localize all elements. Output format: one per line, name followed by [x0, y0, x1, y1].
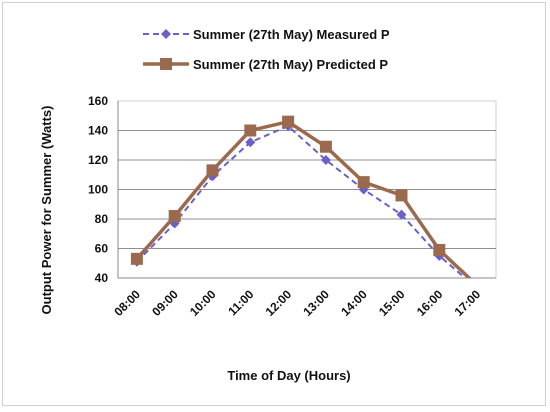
data-point-predicted: [168, 210, 181, 223]
line-chart: Summer (27th May) Measured P Summer (27t…: [39, 27, 497, 383]
data-point-measured: [245, 137, 256, 148]
x-tick-label: 15:00: [376, 287, 408, 319]
x-tick-label: 11:00: [225, 287, 256, 318]
series-layer: [130, 115, 472, 278]
y-tick-label: 80: [95, 212, 109, 226]
legend-label-measured: Summer (27th May) Measured P: [193, 27, 390, 42]
data-point-predicted: [433, 243, 446, 256]
legend: Summer (27th May) Measured P Summer (27t…: [143, 27, 390, 72]
legend-item-measured: Summer (27th May) Measured P: [143, 27, 390, 42]
x-tick-label: 14:00: [338, 287, 370, 319]
data-point-predicted: [130, 252, 143, 265]
series-line-measured: [136, 125, 467, 278]
y-axis-title: Output Power for Summer (Watts): [39, 106, 54, 315]
y-tick-label: 40: [95, 271, 109, 285]
x-axis-ticks: 08:00 09:00 10:00 11:00 12:00 13:00 14:00 15:00…: [111, 287, 483, 319]
data-point-predicted: [244, 124, 257, 137]
gridlines: [118, 130, 496, 249]
x-tick-label: 10:00: [187, 287, 219, 319]
legend-label-predicted: Summer (27th May) Predicted P: [193, 57, 388, 72]
data-point-measured: [320, 155, 331, 165]
y-axis-ticks: 40 60 80 100 120 140 160: [88, 94, 108, 285]
y-tick-label: 140: [88, 124, 108, 138]
legend-marker-predicted: [160, 58, 172, 70]
legend-item-predicted: Summer (27th May) Predicted P: [143, 57, 388, 72]
chart-frame: Summer (27th May) Measured P Summer (27t…: [2, 2, 546, 406]
data-point-predicted: [395, 189, 408, 202]
x-tick-label: 12:00: [263, 287, 295, 319]
legend-marker-measured: [161, 29, 171, 39]
data-point-predicted: [319, 140, 332, 153]
x-tick-label: 17:00: [452, 287, 484, 319]
x-tick-label: 09:00: [149, 287, 181, 319]
y-tick-label: 60: [95, 242, 109, 256]
x-tick-label: 16:00: [414, 287, 446, 319]
data-point-predicted: [282, 115, 295, 128]
data-point-measured: [396, 209, 407, 220]
y-tick-label: 120: [88, 153, 108, 167]
series-line-predicted: [135, 119, 472, 278]
y-tick-label: 100: [88, 183, 108, 197]
data-point-predicted: [357, 176, 370, 189]
x-tick-label: 13:00: [300, 287, 332, 319]
y-tick-label: 160: [88, 94, 108, 108]
x-tick-label: 08:00: [111, 287, 143, 319]
x-axis-title: Time of Day (Hours): [227, 368, 350, 383]
data-point-predicted: [206, 164, 219, 177]
